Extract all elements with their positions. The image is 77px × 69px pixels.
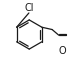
Text: O: O xyxy=(59,46,67,56)
Text: Cl: Cl xyxy=(24,3,34,13)
